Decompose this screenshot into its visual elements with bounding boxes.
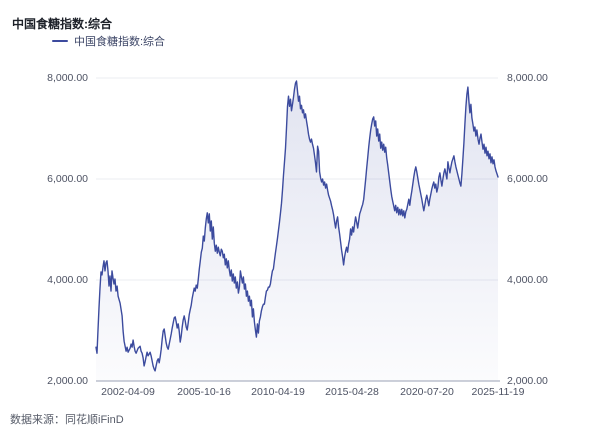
page-title: 中国食糖指数:综合 [12, 17, 112, 31]
x-axis-tick-label: 2005-10-16 [177, 386, 231, 398]
x-axis-tick-label: 2025-11-19 [471, 386, 525, 398]
y-axis-tick-label-left: 6,000.00 [47, 173, 88, 185]
y-axis-tick-label-right: 6,000.00 [507, 173, 548, 185]
legend-item-label: 中国食糖指数:综合 [74, 36, 166, 48]
series-line [95, 80, 499, 372]
y-axis-tick-label-left: 8,000.00 [47, 72, 88, 84]
series-area-fill [96, 81, 498, 381]
y-axis-tick-label-left: 4,000.00 [47, 274, 88, 286]
y-axis-tick-label-left: 2,000.00 [47, 375, 88, 387]
x-axis-tick-label: 2010-04-19 [251, 386, 305, 398]
y-axis-tick-label-right: 8,000.00 [507, 72, 548, 84]
x-axis-tick-label: 2020-07-20 [400, 386, 454, 398]
y-axis-tick-label-right: 4,000.00 [507, 274, 548, 286]
legend-line-marker-icon [52, 40, 68, 42]
x-axis-tick-label: 2015-04-28 [325, 386, 379, 398]
legend-item-sugar-index[interactable]: 中国食糖指数:综合 [52, 33, 165, 49]
data-source-note: 数据来源：同花顺iFinD [10, 414, 124, 426]
y-axis-tick-label-right: 2,000.00 [507, 375, 548, 387]
x-axis-tick-label: 2002-04-09 [101, 386, 155, 398]
